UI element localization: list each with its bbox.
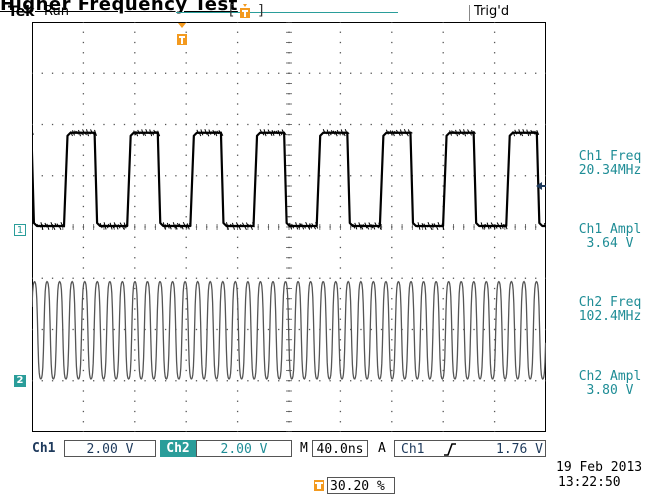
measurement-label: Ch1 Freq [578, 149, 642, 164]
ch1-scale[interactable]: 2.00 V [64, 440, 156, 457]
readout-bar: Ch1 2.00 V Ch2 2.00 V M 40.0ns A Ch1 1.7… [32, 440, 546, 457]
measurement-ch2-freq[interactable]: Ch2 Freq 102.4MHz [552, 296, 668, 324]
measurement-label: Ch2 Freq [578, 295, 642, 310]
measurement-value: 20.34MHz [578, 163, 642, 178]
trigger-level: 1.76 V [496, 442, 543, 457]
ch2-label[interactable]: Ch2 [160, 440, 196, 457]
measurement-ch1-freq[interactable]: Ch1 Freq 20.34MHz [552, 150, 668, 178]
record-window-left-bracket: [ [229, 3, 235, 19]
left-arrow-icon[interactable] [536, 181, 546, 191]
trigger-t-icon [177, 23, 187, 45]
trigger-state: Trig'd [474, 4, 510, 19]
header-fragment: Higher Frequency Test [0, 0, 238, 15]
time-text: 13:22:50 [558, 475, 621, 490]
status-separator [469, 5, 470, 21]
trigger-mode: A [378, 441, 386, 456]
trigger-position-readout[interactable]: 30.20 % [314, 477, 396, 494]
measurement-label: Ch2 Ampl [578, 369, 642, 384]
trigger-t-icon [314, 480, 324, 491]
timebase-scale[interactable]: 40.0ns [312, 440, 368, 457]
ch1-ground-marker[interactable]: 1 [14, 224, 26, 236]
timestamp: 19 Feb 2013 13:22:50 [556, 460, 668, 490]
measurement-value: 102.4MHz [578, 309, 642, 324]
measurement-value: 3.64 V [586, 236, 634, 251]
timebase-label: M [300, 441, 308, 456]
record-window-right-bracket: ] [258, 3, 264, 19]
ch1-waveform-noise [32, 129, 546, 231]
ch2-waveform [32, 280, 546, 380]
brand-logo: Tek [8, 4, 35, 20]
ch2-ground-marker[interactable]: 2 [14, 375, 26, 387]
trigger-position-value: 30.20 % [327, 477, 395, 494]
measurement-label: Ch1 Ampl [578, 222, 642, 237]
trigger-readout[interactable]: Ch1 1.76 V [394, 440, 546, 457]
trigger-source: Ch1 [401, 442, 425, 457]
rising-edge-icon [444, 443, 456, 456]
acquisition-record-line [176, 12, 398, 13]
measurement-ch1-ampl[interactable]: Ch1 Ampl 3.64 V [552, 223, 668, 251]
ch1-label[interactable]: Ch1 [32, 441, 56, 456]
ch2-scale[interactable]: 2.00 V [196, 440, 292, 457]
trigger-t-icon[interactable] [240, 4, 250, 18]
graticule [32, 22, 546, 432]
measurement-value: 3.80 V [586, 383, 634, 398]
ch1-waveform [32, 131, 546, 228]
date-text: 19 Feb 2013 [556, 460, 643, 475]
run-state: Run [44, 4, 69, 19]
measurement-ch2-ampl[interactable]: Ch2 Ampl 3.80 V [552, 370, 668, 398]
